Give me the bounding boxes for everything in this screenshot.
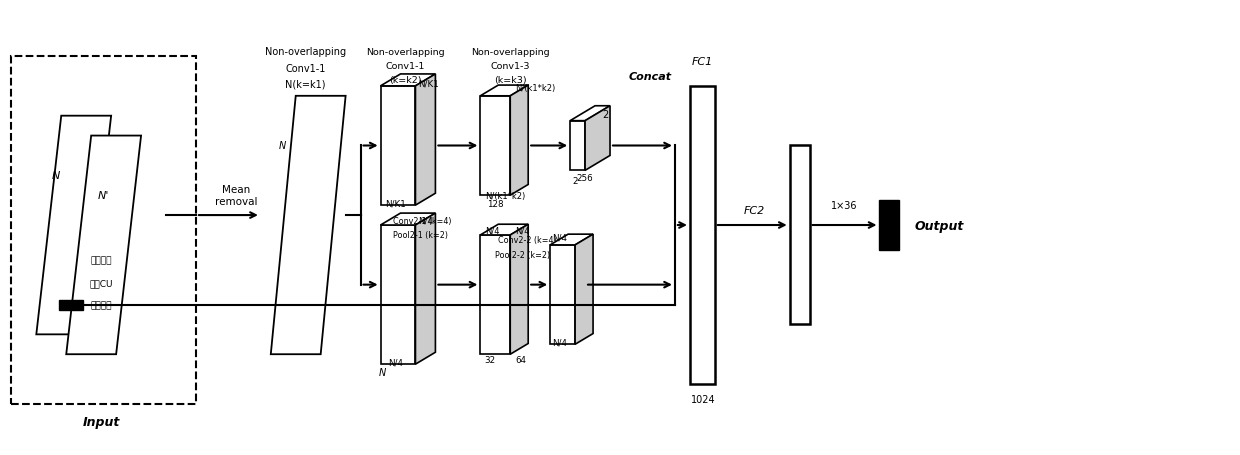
Text: Conv1-1: Conv1-1 bbox=[285, 64, 326, 74]
Text: 64: 64 bbox=[516, 355, 526, 364]
Text: N': N' bbox=[98, 191, 109, 201]
Text: Input: Input bbox=[83, 415, 120, 428]
Polygon shape bbox=[570, 106, 610, 121]
Text: N/4: N/4 bbox=[418, 216, 434, 225]
Text: Non-overlapping: Non-overlapping bbox=[366, 47, 445, 56]
Text: N/4: N/4 bbox=[552, 338, 567, 347]
Polygon shape bbox=[575, 235, 593, 344]
Polygon shape bbox=[270, 96, 346, 354]
Text: FC2: FC2 bbox=[744, 206, 765, 216]
Text: Conv1-1: Conv1-1 bbox=[386, 62, 425, 71]
Text: Pool2-1 (k=2): Pool2-1 (k=2) bbox=[393, 231, 448, 240]
Text: Conv1-3: Conv1-3 bbox=[491, 62, 529, 71]
Text: Non-overlapping: Non-overlapping bbox=[471, 47, 549, 56]
Text: 倒位CU: 倒位CU bbox=[89, 278, 113, 288]
Text: 2: 2 bbox=[573, 177, 578, 185]
Text: 128: 128 bbox=[487, 199, 503, 208]
Text: N/4: N/4 bbox=[516, 226, 529, 235]
Polygon shape bbox=[879, 201, 899, 250]
Text: Pool2-2 (k=2): Pool2-2 (k=2) bbox=[495, 251, 551, 260]
Polygon shape bbox=[510, 225, 528, 354]
Text: N/K1: N/K1 bbox=[386, 199, 405, 208]
Text: N: N bbox=[379, 367, 386, 377]
Text: 决策信息: 决策信息 bbox=[91, 300, 112, 309]
Polygon shape bbox=[510, 86, 528, 196]
Text: N/(k1*k2): N/(k1*k2) bbox=[485, 191, 526, 200]
Text: N/4: N/4 bbox=[485, 226, 500, 235]
Text: 亮度分量: 亮度分量 bbox=[91, 256, 112, 265]
Polygon shape bbox=[60, 300, 83, 311]
Polygon shape bbox=[381, 75, 435, 86]
Polygon shape bbox=[415, 213, 435, 364]
Text: 32: 32 bbox=[485, 355, 496, 364]
Text: Output: Output bbox=[914, 219, 963, 232]
Polygon shape bbox=[415, 75, 435, 206]
Text: Concat: Concat bbox=[629, 72, 672, 82]
Text: 1×36: 1×36 bbox=[831, 201, 858, 211]
Text: N/4: N/4 bbox=[552, 233, 567, 242]
Polygon shape bbox=[11, 57, 196, 404]
Polygon shape bbox=[480, 235, 510, 354]
Text: N(k=k1): N(k=k1) bbox=[285, 80, 326, 90]
Polygon shape bbox=[790, 146, 810, 325]
Text: 256: 256 bbox=[577, 173, 594, 182]
Text: 2: 2 bbox=[601, 110, 608, 119]
Polygon shape bbox=[689, 86, 714, 384]
Text: N: N bbox=[52, 171, 61, 181]
Polygon shape bbox=[551, 245, 575, 344]
Polygon shape bbox=[585, 106, 610, 171]
Polygon shape bbox=[381, 226, 415, 364]
Text: Conv2-1 (k=4): Conv2-1 (k=4) bbox=[393, 216, 451, 225]
Text: N/4: N/4 bbox=[388, 358, 403, 367]
Polygon shape bbox=[66, 136, 141, 354]
Text: Non-overlapping: Non-overlapping bbox=[265, 47, 346, 57]
Text: FC1: FC1 bbox=[692, 57, 713, 67]
Text: (k=k2): (k=k2) bbox=[389, 76, 422, 85]
Text: Conv2-2 (k=4): Conv2-2 (k=4) bbox=[498, 236, 557, 245]
Polygon shape bbox=[381, 213, 435, 226]
Polygon shape bbox=[480, 96, 510, 196]
Text: N/K1: N/K1 bbox=[418, 79, 439, 88]
Polygon shape bbox=[480, 225, 528, 235]
Polygon shape bbox=[381, 86, 415, 206]
Polygon shape bbox=[570, 121, 585, 171]
Text: (k=k3): (k=k3) bbox=[494, 76, 527, 85]
Text: Mean
removal: Mean removal bbox=[215, 185, 257, 207]
Text: 1024: 1024 bbox=[691, 394, 715, 404]
Polygon shape bbox=[36, 116, 112, 334]
Text: N: N bbox=[279, 141, 286, 151]
Polygon shape bbox=[480, 86, 528, 96]
Text: N/(k1*k2): N/(k1*k2) bbox=[516, 84, 556, 93]
Polygon shape bbox=[551, 235, 593, 245]
